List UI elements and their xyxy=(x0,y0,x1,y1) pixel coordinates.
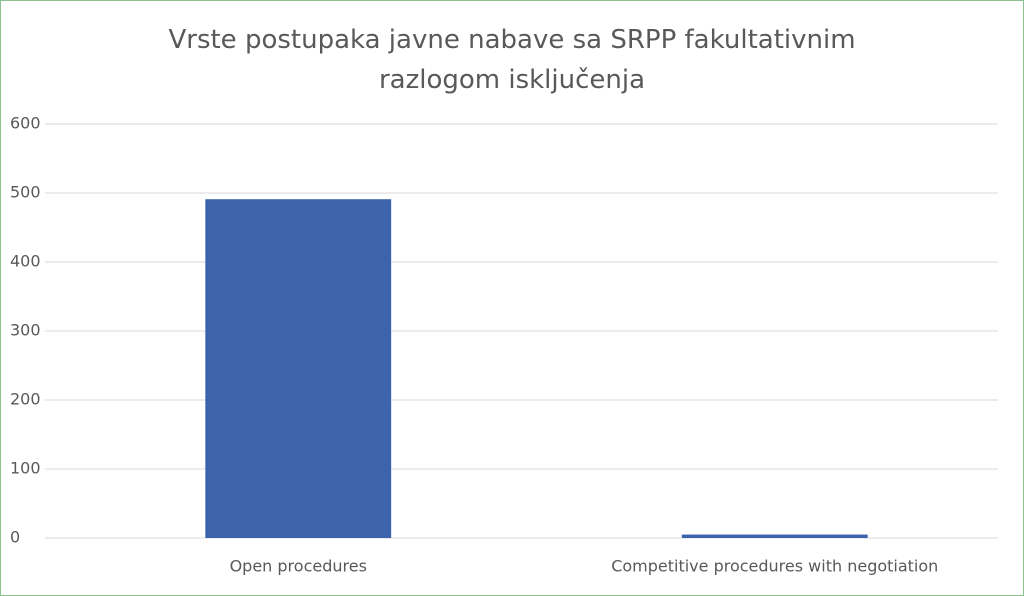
y-tick-label: 0 xyxy=(10,528,20,547)
bar xyxy=(681,534,868,538)
y-tick-label: 500 xyxy=(10,183,41,202)
y-tick-label: 100 xyxy=(10,459,41,478)
bar xyxy=(205,199,392,538)
x-tick-label: Open procedures xyxy=(230,557,367,576)
x-tick-label: Competitive procedures with negotiation xyxy=(611,557,938,576)
y-tick-label: 200 xyxy=(10,390,41,409)
y-tick-label: 300 xyxy=(10,321,41,340)
y-tick-label: 400 xyxy=(10,252,41,271)
chart-title: Vrste postupaka javne nabave sa SRPP fak… xyxy=(168,25,856,95)
y-tick-label: 600 xyxy=(10,114,41,133)
